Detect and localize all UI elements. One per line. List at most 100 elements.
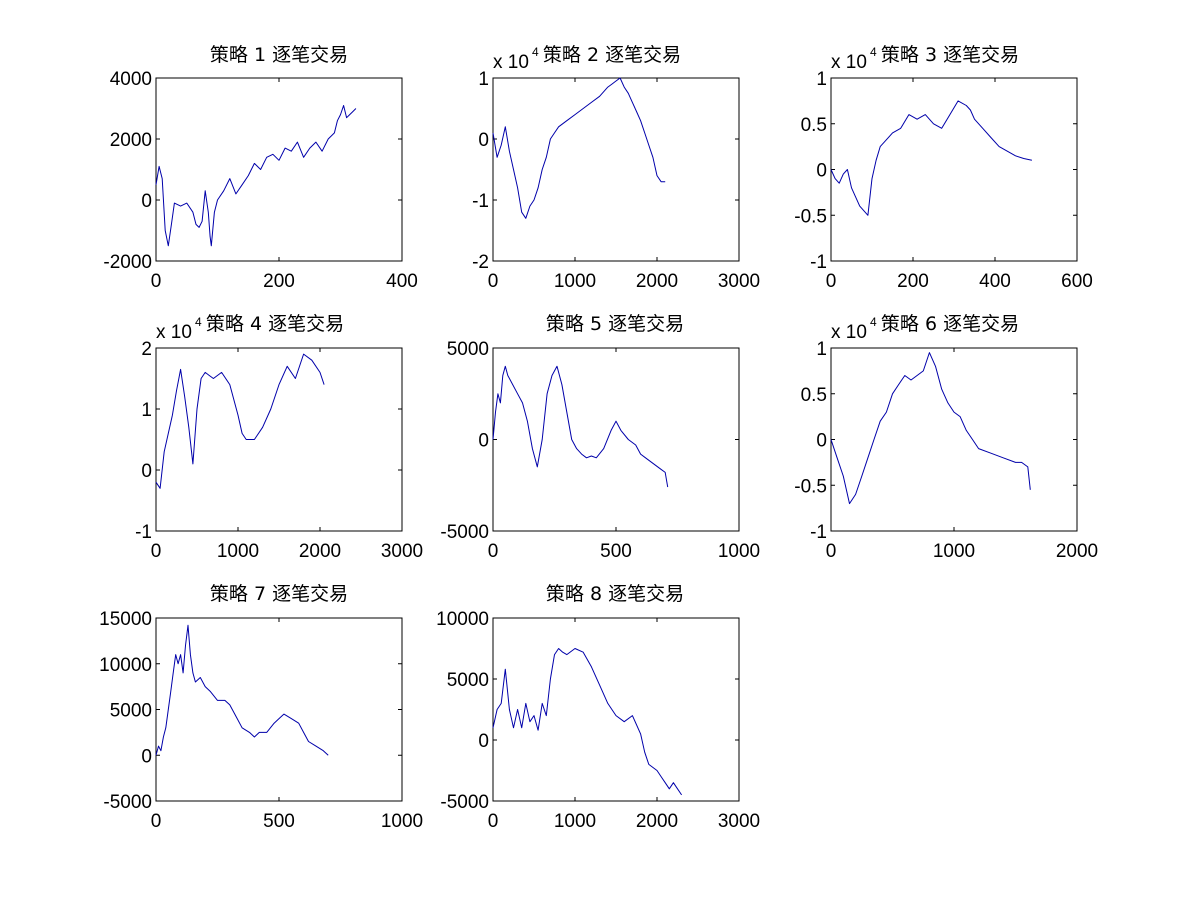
y-tick-label: 1 <box>816 339 827 360</box>
y-tick-label: 2 <box>141 339 152 360</box>
x-tick-label: 3000 <box>718 271 760 292</box>
axes-frame-2 <box>492 77 740 262</box>
y-tick-label: -5000 <box>440 522 489 543</box>
y-tick-label: -1 <box>810 522 827 543</box>
y-tick-label: 1 <box>141 400 152 421</box>
x-tick-label: 500 <box>263 811 295 832</box>
x-tick-label: 0 <box>826 271 837 292</box>
y-tick-label: 0 <box>141 191 152 212</box>
axes-frame-3 <box>830 77 1078 262</box>
x-tick-label: 1000 <box>217 541 259 562</box>
y-tick-label: -1 <box>810 252 827 273</box>
y-tick-label: -2 <box>472 252 489 273</box>
exponent-value-4: 4 <box>195 315 202 329</box>
y-tick-label: 0 <box>478 130 489 151</box>
y-tick-label: 0 <box>141 746 152 767</box>
x-tick-label: 2000 <box>636 811 678 832</box>
x-tick-label: 3000 <box>381 541 423 562</box>
x-tick-label: 200 <box>897 271 929 292</box>
data-line-6 <box>830 352 1031 505</box>
subplot-2: 策略 2 逐笔交易 x 10 4 0 1000 2000 3000 -2 -1 0 1 <box>472 44 760 292</box>
y-tick-label: 0.5 <box>801 385 827 406</box>
subplot-title-8: 策略 8 逐笔交易 <box>546 583 684 605</box>
x-tick-label: 500 <box>600 541 632 562</box>
data-line-8 <box>492 648 683 796</box>
subplot-title-6: 策略 6 逐笔交易 <box>881 313 1019 335</box>
x-tick-label: 2000 <box>1056 541 1098 562</box>
y-tick-label: 4000 <box>110 69 152 90</box>
y-tick-label: -0.5 <box>794 476 827 497</box>
axis-ticks-6: 0 1000 2000 -1 -0.5 0 0.5 1 <box>794 339 1098 562</box>
x-tick-label: 0 <box>488 811 499 832</box>
subplot-6: 策略 6 逐笔交易 x 10 4 0 1000 2000 -1 -0.5 0 0.5 1 <box>794 313 1098 562</box>
y-tick-label: 5000 <box>110 701 152 722</box>
data-line-7 <box>155 624 329 756</box>
subplot-title-4: 策略 4 逐笔交易 <box>206 313 344 335</box>
x-tick-label: 400 <box>979 271 1011 292</box>
y-tick-label: -1 <box>135 522 152 543</box>
axes-frame-6 <box>830 347 1078 532</box>
subplot-title-1: 策略 1 逐笔交易 <box>210 44 348 66</box>
y-tick-label: 2000 <box>110 130 152 151</box>
x-tick-label: 600 <box>1061 271 1093 292</box>
x-tick-label: 0 <box>488 271 499 292</box>
y-tick-label: 0 <box>816 161 827 182</box>
x-tick-label: 0 <box>151 811 162 832</box>
exponent-value-3: 4 <box>870 45 877 59</box>
x-tick-label: 0 <box>151 541 162 562</box>
y-tick-label: 0 <box>141 461 152 482</box>
axes-frame-1 <box>155 77 403 262</box>
x-tick-label: 0 <box>488 541 499 562</box>
axes-frame-5 <box>492 347 740 532</box>
y-tick-label: 10000 <box>99 655 152 676</box>
data-line-5 <box>492 365 669 488</box>
axes-frame-7 <box>155 617 403 802</box>
x-tick-label: 1000 <box>554 271 596 292</box>
y-tick-label: -0.5 <box>794 206 827 227</box>
axes-frame-8 <box>492 617 740 802</box>
x-tick-label: 3000 <box>718 811 760 832</box>
x-tick-label: 0 <box>826 541 837 562</box>
axes-frame-4 <box>155 347 403 532</box>
y-tick-label: 0 <box>478 731 489 752</box>
y-tick-label: 5000 <box>447 339 489 360</box>
subplot-title-5: 策略 5 逐笔交易 <box>546 313 684 335</box>
y-tick-label: -5000 <box>103 792 152 813</box>
data-line-3 <box>830 100 1033 216</box>
data-line-4 <box>155 353 325 489</box>
exponent-value-6: 4 <box>870 315 877 329</box>
x-tick-label: 200 <box>263 271 295 292</box>
x-tick-label: 2000 <box>299 541 341 562</box>
exponent-value-2: 4 <box>532 45 539 59</box>
subplot-title-3: 策略 3 逐笔交易 <box>881 44 1019 66</box>
data-line-1 <box>155 105 357 247</box>
axis-ticks-2: 0 1000 2000 3000 -2 -1 0 1 <box>472 69 760 292</box>
axis-ticks-3: 0 200 400 600 -1 -0.5 0 0.5 1 <box>794 69 1093 292</box>
x-tick-label: 1000 <box>381 811 423 832</box>
y-tick-label: 1 <box>816 69 827 90</box>
y-tick-label: 0.5 <box>801 115 827 136</box>
x-tick-label: 400 <box>386 271 418 292</box>
x-tick-label: 1000 <box>933 541 975 562</box>
y-tick-label: 10000 <box>436 609 489 630</box>
subplot-title-2: 策略 2 逐笔交易 <box>543 44 681 66</box>
x-tick-label: 1000 <box>554 811 596 832</box>
y-tick-label: -1 <box>472 191 489 212</box>
y-tick-label: 1 <box>478 69 489 90</box>
x-tick-label: 1000 <box>718 541 760 562</box>
x-tick-label: 2000 <box>636 271 678 292</box>
y-tick-label: 5000 <box>447 670 489 691</box>
exponent-label-6: x 10 <box>831 322 867 343</box>
subplot-3: 策略 3 逐笔交易 x 10 4 0 200 400 600 -1 -0.5 0 0.5 1 <box>794 44 1093 292</box>
x-tick-label: 0 <box>151 271 162 292</box>
subplot-title-7: 策略 7 逐笔交易 <box>210 583 348 605</box>
y-tick-label: 15000 <box>99 609 152 630</box>
